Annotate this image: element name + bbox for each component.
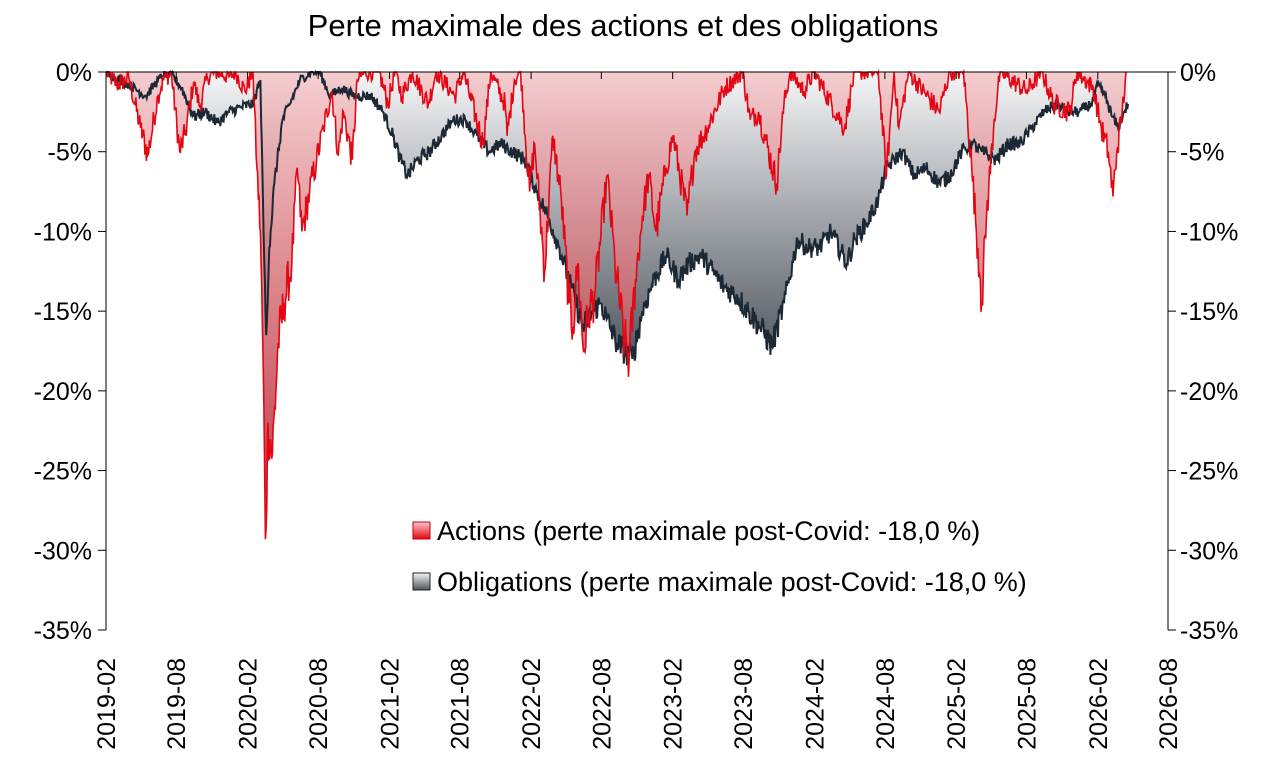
y-tick-label-left: -35% bbox=[34, 617, 92, 645]
y-tick-label-right: -30% bbox=[1180, 537, 1238, 565]
x-tick-label: 2021-02 bbox=[377, 658, 405, 750]
y-tick-label-right: -15% bbox=[1180, 298, 1238, 326]
y-tick-label-right: -10% bbox=[1180, 218, 1238, 246]
series-line-actions bbox=[106, 68, 1127, 540]
series-area-actions bbox=[106, 72, 1127, 540]
y-tick-label-right: -35% bbox=[1180, 617, 1238, 645]
y-tick-label-right: -5% bbox=[1180, 139, 1224, 167]
x-tick-label: 2026-02 bbox=[1085, 658, 1113, 750]
y-tick-label-left: -15% bbox=[34, 298, 92, 326]
chart-title: Perte maximale des actions et des obliga… bbox=[307, 8, 939, 43]
x-tick-label: 2021-08 bbox=[447, 658, 475, 750]
legend: Actions (perte maximale post-Covid: -18,… bbox=[412, 516, 1027, 597]
series-line-obligations bbox=[106, 69, 1129, 366]
x-tick-label: 2025-02 bbox=[943, 658, 971, 750]
legend-label: Actions (perte maximale post-Covid: -18,… bbox=[437, 516, 980, 546]
y-tick-label-left: -25% bbox=[34, 458, 92, 486]
x-tick-label: 2024-02 bbox=[801, 658, 829, 750]
legend-swatch bbox=[412, 521, 431, 540]
x-tick-label: 2025-08 bbox=[1013, 658, 1041, 750]
area-layer bbox=[106, 72, 1128, 540]
x-tick-label: 2020-02 bbox=[235, 658, 263, 750]
x-tick-label: 2023-02 bbox=[660, 658, 688, 750]
x-tick-label: 2024-08 bbox=[872, 658, 900, 750]
y-tick-label-right: -25% bbox=[1180, 458, 1238, 486]
y-tick-label-left: 0% bbox=[56, 59, 92, 87]
y-tick-label-left: -5% bbox=[48, 139, 92, 167]
x-tick-label: 2023-08 bbox=[730, 658, 758, 750]
x-tick-label: 2022-02 bbox=[518, 658, 546, 750]
x-tick-label: 2020-08 bbox=[305, 658, 333, 750]
line-layer bbox=[106, 68, 1129, 540]
x-tick-label: 2022-08 bbox=[588, 658, 616, 750]
y-tick-label-right: 0% bbox=[1180, 59, 1216, 87]
y-tick-label-left: -30% bbox=[34, 537, 92, 565]
x-tick-label: 2019-08 bbox=[163, 658, 191, 750]
y-tick-label-left: -10% bbox=[34, 218, 92, 246]
legend-swatch bbox=[412, 572, 431, 591]
x-tick-label: 2026-08 bbox=[1155, 658, 1183, 750]
legend-label: Obligations (perte maximale post-Covid: … bbox=[437, 567, 1027, 597]
x-tick-label: 2019-02 bbox=[93, 658, 121, 750]
y-tick-label-left: -20% bbox=[34, 378, 92, 406]
y-tick-label-right: -20% bbox=[1180, 378, 1238, 406]
axes-layer: 0% 0% -5% -5% -10% -10% -15% -15% -20% -20% -25% -2… bbox=[34, 59, 1239, 750]
